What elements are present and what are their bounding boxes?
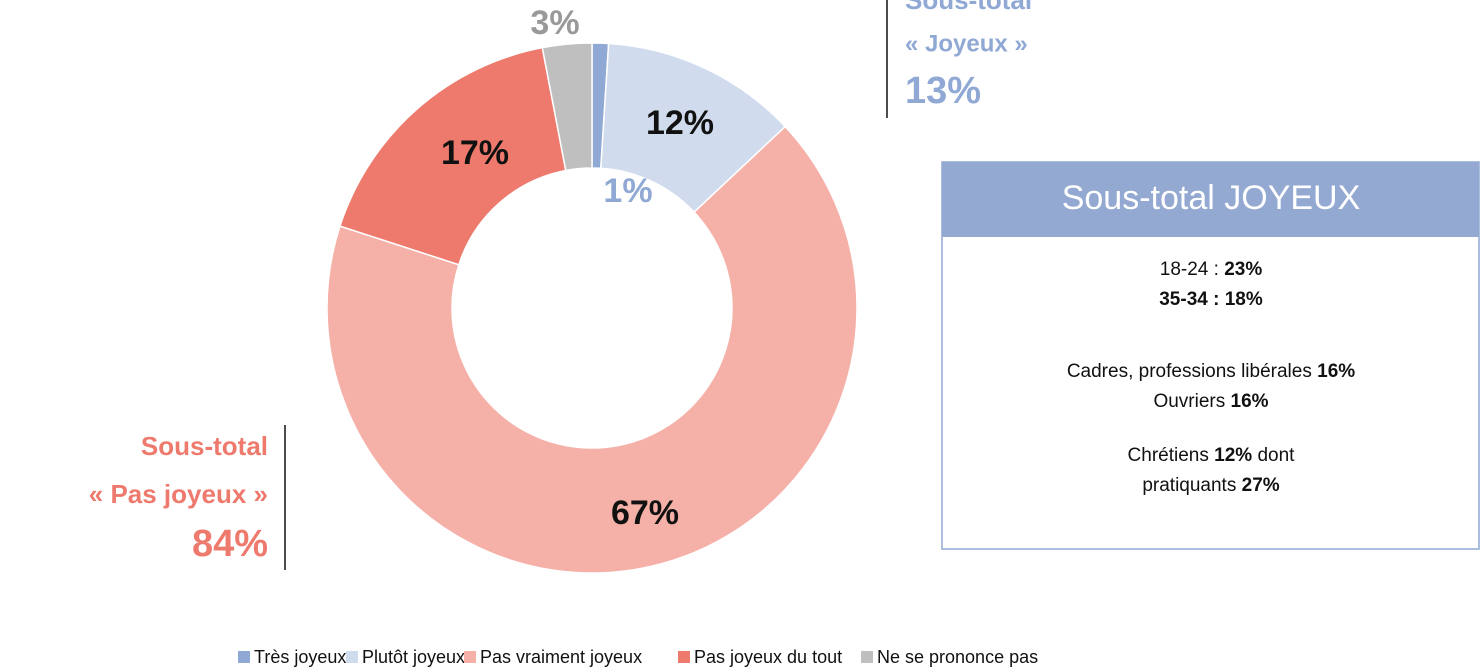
info-segment: 23% [1224, 259, 1262, 280]
info-segment: Chrétiens [1128, 445, 1215, 466]
data-label: 12% [646, 104, 714, 142]
annotation: 13% [905, 70, 981, 112]
legend-swatch [464, 651, 476, 663]
legend-swatch [678, 651, 690, 663]
info-segment: 12% [1214, 445, 1252, 466]
info-segment: 16% [1231, 391, 1269, 412]
info-box-title: Sous-total JOYEUX [1062, 179, 1361, 217]
info-line: Ouvriers 16% [1153, 391, 1268, 412]
data-label: 3% [530, 4, 579, 42]
legend-swatch [346, 651, 358, 663]
legend-label: Très joyeux [254, 647, 346, 667]
info-segment: pratiquants [1142, 475, 1241, 496]
info-line: 18-24 : 23% [1160, 259, 1263, 280]
data-label: 1% [603, 172, 652, 210]
annotation: « Joyeux » [905, 30, 1028, 57]
legend-label: Plutôt joyeux [362, 647, 465, 667]
info-segment: 16% [1317, 361, 1355, 382]
info-line: pratiquants 27% [1142, 475, 1279, 496]
info-segment: 35-34 : 18% [1159, 289, 1263, 310]
info-line: 35-34 : 18% [1159, 289, 1263, 310]
donut-slice [339, 46, 567, 266]
data-label: 17% [441, 134, 509, 172]
data-label: 67% [611, 494, 679, 532]
legend-label: Ne se prononce pas [877, 647, 1038, 667]
info-segment: 27% [1242, 475, 1280, 496]
legend-swatch [238, 651, 250, 663]
legend-label: Pas joyeux du tout [694, 647, 842, 667]
info-segment: Ouvriers [1153, 391, 1230, 412]
donut-slice [541, 42, 593, 172]
donut-slice [326, 125, 858, 574]
info-box-header [942, 162, 1479, 237]
annotation: « Pas joyeux » [89, 479, 268, 509]
annotation: 84% [192, 523, 268, 565]
annotation: Sous-total [141, 431, 268, 461]
info-line: Chrétiens 12% dont [1128, 445, 1296, 466]
info-line: Cadres, professions libérales 16% [1067, 361, 1355, 382]
info-segment: Cadres, professions libérales [1067, 361, 1317, 382]
legend-swatch [861, 651, 873, 663]
legend-label: Pas vraiment joyeux [480, 647, 642, 667]
info-segment: 18-24 : [1160, 259, 1224, 280]
annotation: Sous-total [905, 0, 1032, 15]
info-segment: dont [1252, 445, 1295, 466]
